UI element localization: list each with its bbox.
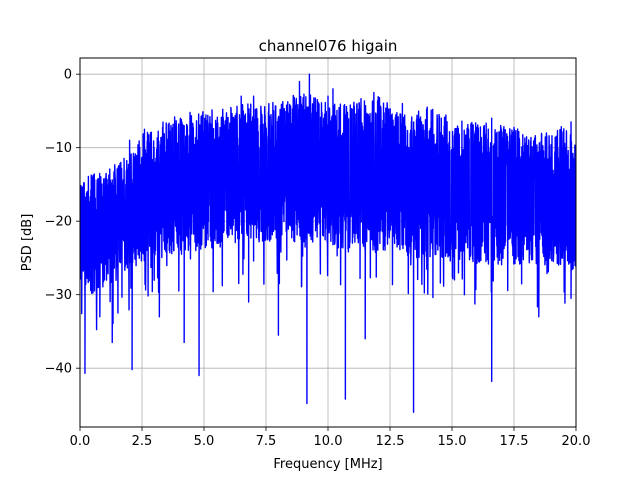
- y-tick-label: 0: [64, 68, 72, 83]
- x-tick-label: 17.5: [500, 434, 529, 449]
- y-tick-label: −30: [45, 288, 72, 303]
- chart-title: channel076 higain: [259, 37, 398, 55]
- y-axis: 0 −10 −20 −30 −40: [45, 68, 80, 377]
- y-tick-label: −10: [45, 141, 72, 156]
- x-tick-label: 20.0: [562, 434, 591, 449]
- x-tick-label: 15.0: [438, 434, 467, 449]
- x-tick-label: 5.0: [194, 434, 215, 449]
- x-axis: 0.0 2.5 5.0 7.5 10.0 12.5 15.0 17.5 20.0: [70, 427, 591, 449]
- x-tick-label: 0.0: [70, 434, 91, 449]
- x-tick-label: 2.5: [132, 434, 153, 449]
- y-tick-label: −40: [45, 362, 72, 377]
- plot-area: [80, 73, 576, 413]
- x-tick-label: 12.5: [376, 434, 405, 449]
- y-axis-label: PSD [dB]: [20, 214, 35, 272]
- x-tick-label: 10.0: [314, 434, 343, 449]
- psd-series-line: [80, 73, 576, 413]
- y-tick-label: −20: [45, 215, 72, 230]
- x-axis-label: Frequency [MHz]: [273, 457, 382, 472]
- x-tick-label: 7.5: [256, 434, 277, 449]
- series-layer: [80, 73, 576, 413]
